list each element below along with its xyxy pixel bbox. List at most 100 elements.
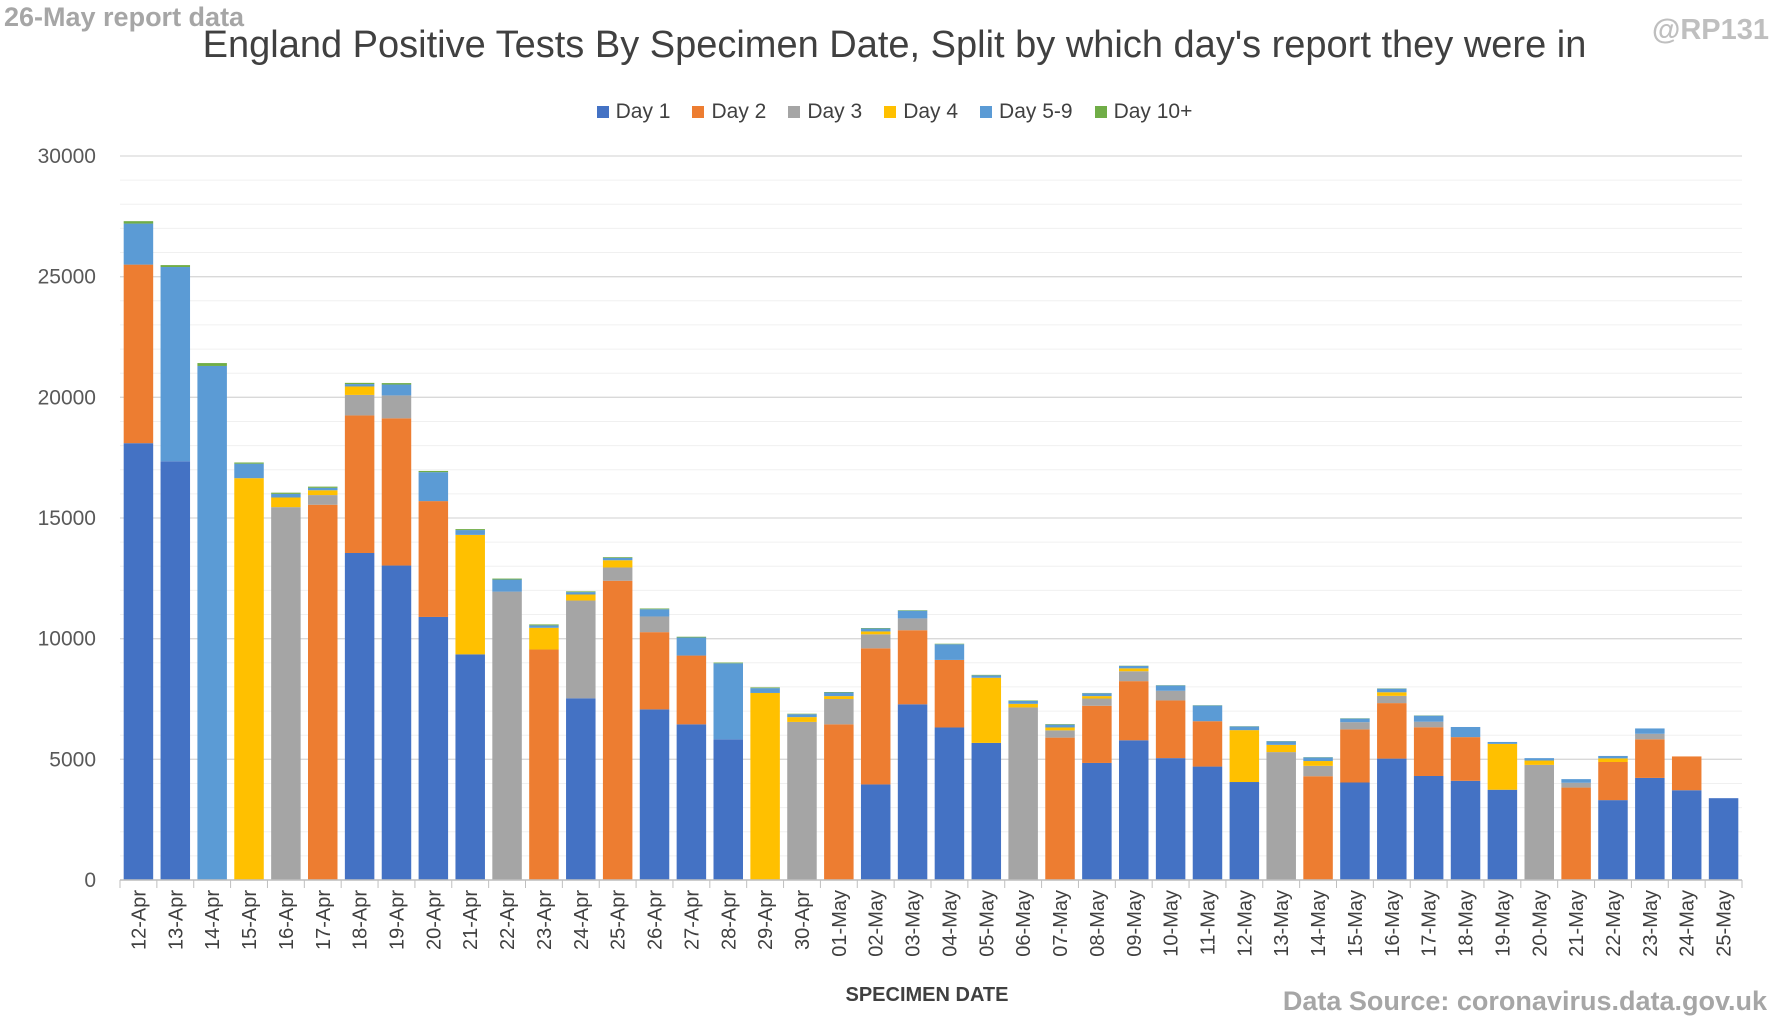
- bar-segment-day-1: [1671, 790, 1702, 880]
- x-tick-label: 27-Apr: [681, 890, 703, 950]
- x-tick-label: 25-Apr: [608, 890, 630, 950]
- legend-swatch: [692, 106, 705, 118]
- bar-segment-day-5-9: [676, 637, 707, 656]
- bar-segment-day-5-9: [197, 365, 227, 881]
- bar-segment-day-5-9: [787, 714, 817, 718]
- bar-segment-day-3: [1155, 690, 1186, 701]
- bar-segment-day-5-9: [1487, 741, 1518, 744]
- x-tick-label: 15-May: [1345, 890, 1367, 957]
- bar-segment-day-5-9: [271, 493, 301, 498]
- bar-segment-day-2: [1413, 727, 1444, 776]
- x-tick-label: 07-May: [1050, 890, 1072, 957]
- bar-segment-day-1: [1413, 775, 1444, 880]
- x-tick-label: 20-May: [1529, 890, 1551, 957]
- bar-segment-day-3: [1303, 765, 1333, 777]
- y-tick-label: 0: [84, 869, 96, 892]
- bar-segment-day-5-9: [971, 675, 1002, 678]
- bar-segment-day-10-: [234, 462, 264, 464]
- bar-segment-day-3: [1340, 722, 1370, 730]
- chart-legend: Day 1 Day 2 Day 3 Day 4 Day 5-9 Day 10+: [0, 100, 1789, 124]
- x-tick-label: 03-May: [903, 890, 925, 957]
- legend-label: Day 3: [807, 100, 863, 123]
- bar-segment-day-1: [1119, 740, 1149, 880]
- bar-segment-day-3: [602, 567, 633, 581]
- x-tick-label: 01-May: [829, 890, 851, 957]
- legend-swatch: [1094, 106, 1107, 118]
- bar-segment-day-5-9: [1155, 685, 1186, 691]
- bar-segment-day-1: [1082, 762, 1112, 880]
- x-tick-label: 20-Apr: [423, 890, 445, 950]
- x-tick-label: 06-May: [1013, 890, 1035, 957]
- x-tick-label: 12-May: [1234, 890, 1256, 957]
- bar-segment-day-2: [344, 415, 375, 553]
- bar-segment-day-5-9: [1082, 693, 1112, 697]
- bar-segment-day-2: [418, 501, 449, 617]
- x-tick-label: 18-Apr: [350, 890, 372, 950]
- y-tick-label: 5000: [49, 748, 96, 771]
- bar-segment-day-2: [1303, 776, 1333, 880]
- bar-segment-day-4: [1303, 761, 1333, 766]
- bar-segment-day-3: [1377, 695, 1407, 704]
- bar-segment-day-5-9: [344, 384, 375, 387]
- x-tick-label: 21-May: [1566, 890, 1588, 957]
- bar-segment-day-5-9: [1119, 665, 1149, 669]
- bar-segment-day-2: [639, 632, 670, 710]
- legend-label: Day 2: [711, 100, 767, 123]
- y-tick-label: 25000: [38, 266, 96, 289]
- bar-segment-day-1: [160, 461, 191, 880]
- bar-segment-day-5-9: [1450, 726, 1481, 738]
- bar-segment-day-5-9: [1008, 700, 1038, 704]
- legend-swatch: [980, 106, 993, 118]
- bar-segment-day-2: [308, 504, 338, 880]
- bar-segment-day-5-9: [381, 384, 412, 396]
- bar-segment-day-4: [1082, 696, 1112, 699]
- bar-segment-day-5-9: [1229, 726, 1260, 731]
- bar-segment-day-5-9: [897, 610, 928, 619]
- bar-segment-day-4: [1045, 727, 1075, 731]
- report-date-label: 26-May report data: [4, 2, 245, 32]
- y-tick-label: 15000: [38, 507, 96, 530]
- bar-segment-day-1: [860, 784, 891, 880]
- bar-segment-day-2: [860, 648, 891, 785]
- bar-segment-day-5-9: [1303, 757, 1333, 762]
- bar-segment-day-5-9: [1598, 755, 1628, 759]
- x-tick-label: 13-Apr: [165, 890, 187, 950]
- bar-segment-day-3: [1635, 733, 1665, 740]
- bar-segment-day-10-: [197, 363, 227, 366]
- bar-segment-day-4: [566, 594, 596, 601]
- x-tick-label: 10-May: [1161, 890, 1183, 957]
- legend-item: Day 1: [596, 100, 670, 124]
- bar-segment-day-5-9: [418, 472, 449, 502]
- legend-item: Day 3: [788, 100, 862, 124]
- bar-segment-day-5-9: [160, 267, 191, 462]
- bar-segment-day-1: [123, 443, 154, 880]
- x-tick-label: 17-May: [1419, 890, 1441, 957]
- bar-segment-day-1: [934, 727, 965, 880]
- bar-segment-day-5-9: [1413, 715, 1444, 722]
- bar-segment-day-4: [750, 692, 780, 880]
- bar-segment-day-2: [1192, 721, 1223, 767]
- bar-segment-day-4: [1524, 760, 1554, 765]
- x-tick-label: 08-May: [1087, 890, 1109, 957]
- bar-segment-day-5-9: [602, 557, 633, 561]
- x-tick-label: 16-May: [1382, 890, 1404, 957]
- x-tick-label: 18-May: [1456, 890, 1478, 957]
- bar-segment-day-4: [1119, 668, 1149, 672]
- bar-segment-day-5-9: [1340, 718, 1370, 723]
- legend-label: Day 10+: [1113, 100, 1193, 123]
- bar-segment-day-10-: [344, 382, 375, 385]
- bar-segment-day-2: [529, 649, 559, 880]
- bar-segment-day-10-: [455, 529, 485, 531]
- bar-segment-day-2: [1561, 787, 1591, 880]
- bar-segment-day-3: [308, 495, 338, 505]
- bar-segment-day-3: [344, 394, 375, 416]
- bar-segment-day-4: [1229, 730, 1260, 783]
- bar-segment-day-10-: [492, 578, 522, 580]
- x-tick-label: 16-Apr: [276, 890, 298, 950]
- bar-segment-day-5-9: [750, 688, 780, 693]
- bar-segment-day-3: [1524, 764, 1554, 880]
- bar-segment-day-1: [713, 739, 743, 880]
- bar-segment-day-3: [1119, 671, 1149, 682]
- x-tick-label: 24-May: [1677, 890, 1699, 957]
